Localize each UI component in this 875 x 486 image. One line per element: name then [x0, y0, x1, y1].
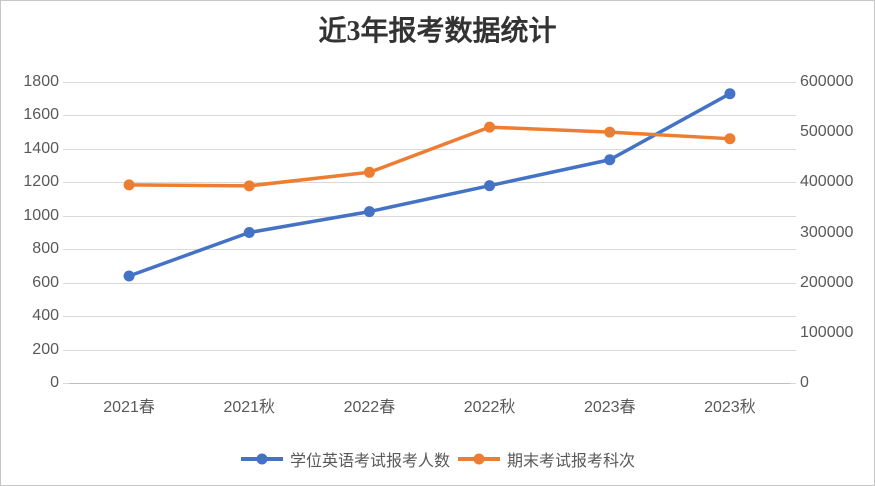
y-axis-right-label: 200000 — [800, 274, 854, 291]
x-axis-label: 2023春 — [583, 399, 636, 416]
y-axis-right-label: 300000 — [800, 224, 854, 241]
x-axis-label: 2021春 — [103, 399, 155, 416]
y-axis-left-label: 400 — [32, 307, 59, 324]
y-axis-left-label: 1800 — [23, 73, 59, 90]
series-line-final-exam-registrations — [127, 125, 732, 188]
data-point-degree-english-applicants — [724, 88, 736, 100]
data-point-final-exam-registrations — [604, 126, 616, 138]
x-axis-label: 2021秋 — [223, 399, 276, 416]
legend-label: 期末考试报考科次 — [507, 453, 636, 470]
data-point-final-exam-registrations — [123, 179, 135, 191]
y-axis-left-label: 600 — [32, 274, 59, 291]
legend-item-final-exam: 期末考试报考科次 — [457, 447, 635, 471]
series-line-degree-english-applicants — [127, 91, 732, 278]
x-axis-label: 2023秋 — [704, 399, 756, 416]
data-point-degree-english-applicants — [604, 154, 616, 166]
y-axis-left-label: 1200 — [23, 173, 59, 190]
legend-label: 学位英语考试报考人数 — [289, 453, 450, 470]
y-axis-left-label: 1600 — [23, 106, 59, 123]
y-axis-left-label: 200 — [32, 341, 59, 358]
data-point-degree-english-applicants — [123, 270, 135, 282]
y-axis-left-label: 1000 — [23, 207, 59, 224]
y-axis-right-label: 400000 — [800, 173, 854, 190]
y-axis-right-label: 600000 — [800, 73, 854, 90]
y-axis-left-label: 1400 — [23, 140, 59, 157]
data-point-final-exam-registrations — [724, 133, 736, 145]
legend-item-degree-english: 学位英语考试报考人数 — [240, 447, 450, 471]
y-axis-right-label: 100000 — [800, 324, 854, 341]
data-point-final-exam-registrations — [243, 180, 255, 192]
legend: 学位英语考试报考人数 期末考试报考科次 — [1, 447, 874, 471]
y-axis-right-label: 500000 — [800, 123, 854, 140]
y-axis-left-label: 800 — [32, 240, 59, 257]
legend-line-marker-icon — [458, 453, 500, 465]
chart-title: 近3年报考数据统计 — [318, 16, 557, 47]
legend-line-marker-icon — [240, 453, 283, 465]
data-point-final-exam-registrations — [363, 166, 375, 178]
x-axis-label: 2022秋 — [463, 399, 516, 416]
y-axis-left-label: 0 — [50, 374, 59, 391]
x-axis-label: 2022春 — [343, 399, 396, 416]
data-point-degree-english-applicants — [363, 206, 375, 218]
data-point-degree-english-applicants — [243, 227, 255, 238]
data-point-final-exam-registrations — [484, 121, 496, 133]
y-axis-right-label: 0 — [800, 374, 809, 391]
data-point-degree-english-applicants — [484, 180, 496, 192]
